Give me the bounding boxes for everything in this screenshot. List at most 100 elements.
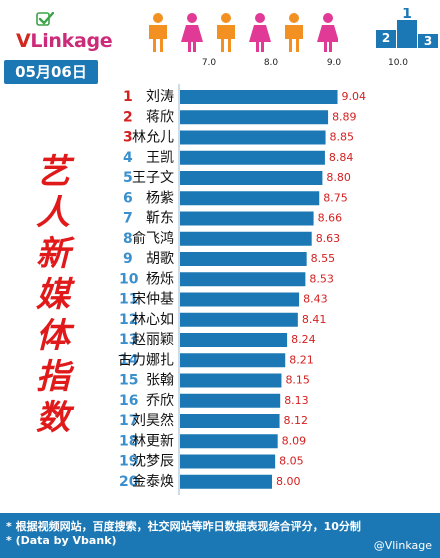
title-char: 媒 — [36, 275, 70, 315]
data-label: 8.80 — [326, 171, 351, 184]
rank-label: 2 — [123, 109, 133, 125]
bar — [180, 333, 288, 347]
title-char: 新 — [36, 234, 70, 274]
rank-label: 12 — [119, 312, 138, 328]
data-label: 8.53 — [309, 272, 334, 285]
rank-label: 10 — [119, 271, 139, 287]
data-label: 8.24 — [291, 333, 316, 346]
logo-check-icon — [36, 12, 54, 26]
bar — [180, 110, 329, 125]
vlinkage-logo: VLinkage — [8, 10, 118, 52]
bar — [180, 434, 278, 449]
bar — [180, 373, 282, 388]
bar — [180, 150, 325, 165]
category-label: 宋仲基 — [132, 291, 174, 308]
category-label: 古力娜扎 — [118, 352, 174, 368]
bar — [180, 171, 323, 185]
data-label: 8.85 — [330, 131, 355, 144]
x-tick: 8.0 — [263, 58, 279, 68]
data-label: 8.66 — [318, 212, 343, 225]
logo-v: V — [16, 30, 31, 52]
category-label: 林心如 — [132, 312, 174, 328]
bar — [180, 474, 272, 489]
bar — [180, 454, 276, 469]
data-label: 8.89 — [332, 110, 357, 123]
data-label: 8.21 — [289, 353, 314, 366]
data-label: 9.04 — [342, 90, 367, 103]
rank-label: 1 — [123, 89, 133, 105]
category-label: 王子文 — [132, 170, 174, 186]
podium-first: 1 — [402, 8, 412, 22]
person-icon — [249, 13, 271, 52]
category-label: 金泰焕 — [132, 473, 174, 490]
bar — [180, 211, 314, 226]
title-char: 人 — [36, 193, 70, 233]
person-icon — [317, 13, 338, 52]
title-char: 艺 — [36, 152, 70, 192]
category-label: 胡歌 — [146, 251, 174, 267]
category-label: 张翰 — [146, 373, 174, 389]
rank-label: 17 — [119, 413, 138, 429]
rank-label: 5 — [123, 170, 133, 186]
title-char: 指 — [36, 357, 70, 397]
data-label: 8.00 — [276, 475, 301, 488]
data-label: 8.13 — [284, 394, 309, 407]
person-icon — [181, 13, 203, 52]
title-char: 数 — [36, 398, 70, 438]
bar — [180, 90, 338, 104]
data-label: 8.55 — [311, 252, 336, 265]
category-label: 俞飞鸿 — [132, 230, 174, 247]
data-label: 8.75 — [323, 191, 348, 204]
x-tick: 10.0 — [387, 58, 409, 68]
data-label: 8.12 — [284, 414, 309, 427]
rank-label: 19 — [119, 454, 138, 470]
logo-text: VLinkage — [16, 30, 113, 52]
category-label: 林允儿 — [132, 130, 174, 146]
category-label: 蒋欣 — [146, 109, 174, 125]
x-axis-ticks: 7.0 8.0 9.0 10.0 — [0, 58, 440, 78]
data-label: 8.43 — [303, 293, 328, 306]
footer: * 根据视频网站，百度搜索，社交网站等昨日数据表现综合评分，10分制 * (Da… — [0, 513, 440, 558]
rank-label: 14 — [119, 352, 139, 368]
logo-rest: Linkage — [30, 30, 113, 52]
bar — [180, 272, 306, 287]
category-label: 杨紫 — [146, 190, 174, 206]
data-label: 8.41 — [302, 313, 327, 326]
bar — [180, 130, 326, 145]
rank-label: 3 — [123, 130, 133, 146]
rank-label: 16 — [119, 393, 138, 409]
rank-label: 13 — [119, 332, 138, 348]
footer-credit: @Vlinkage — [373, 539, 432, 552]
category-label: 王凯 — [146, 150, 174, 166]
category-label: 刘涛 — [146, 89, 174, 105]
rank-label: 7 — [123, 211, 133, 227]
footer-source: * (Data by Vbank) — [6, 534, 117, 547]
data-label: 8.05 — [279, 455, 304, 468]
bar — [180, 312, 298, 327]
rank-label: 18 — [119, 433, 138, 449]
bar — [180, 252, 307, 266]
date-badge: 05月06日 — [4, 60, 98, 84]
rank-label: 8 — [123, 231, 133, 247]
category-label: 乔欣 — [146, 393, 174, 409]
data-label: 8.15 — [285, 374, 310, 387]
category-label: 林更新 — [132, 433, 174, 449]
person-icon — [285, 13, 303, 52]
data-label: 8.84 — [329, 151, 354, 164]
category-label: 杨烁 — [146, 271, 174, 287]
bar — [180, 393, 281, 408]
x-tick: 7.0 — [201, 58, 217, 68]
rank-label: 11 — [119, 292, 138, 308]
bar — [180, 292, 300, 307]
category-label: 沈梦辰 — [132, 454, 174, 470]
podium-icon: 2 1 3 — [376, 8, 438, 48]
rank-label: 9 — [123, 251, 133, 267]
x-tick: 9.0 — [326, 58, 342, 68]
podium-third: 3 — [424, 34, 432, 48]
rank-label: 20 — [119, 474, 139, 490]
podium-second: 2 — [382, 31, 390, 45]
people-icons — [149, 13, 338, 52]
person-icon — [149, 13, 167, 52]
data-label: 8.63 — [316, 232, 341, 245]
vertical-title: 艺 人 新 媒 体 指 数 — [30, 152, 76, 439]
